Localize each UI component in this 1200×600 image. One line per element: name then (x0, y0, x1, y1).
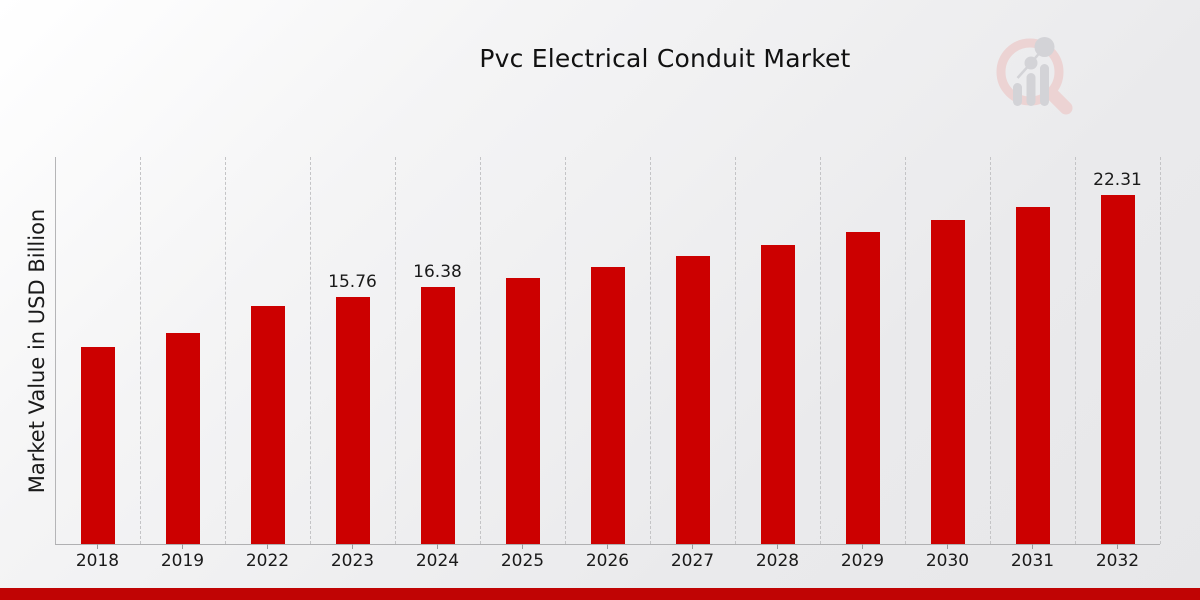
x-tick-label-2018: 2018 (75, 551, 120, 571)
chart-title: Pvc Electrical Conduit Market (479, 44, 851, 73)
gridline (650, 157, 651, 544)
x-tick-label-2025: 2025 (500, 551, 545, 571)
gridline (565, 157, 566, 544)
x-axis-tick (351, 544, 354, 549)
x-tick-label-2026: 2026 (585, 551, 630, 571)
bar-2023 (335, 297, 370, 544)
bar-2032 (1100, 194, 1135, 544)
gridline (140, 157, 141, 544)
gridline (1075, 157, 1076, 544)
plot-area: 2018 2019 2022 15.76 2023 16.38 2024 2025 2026 20… (55, 155, 1161, 571)
x-axis-tick (266, 544, 269, 549)
x-tick-label-2031: 2031 (1010, 551, 1055, 571)
x-axis-tick (606, 544, 609, 549)
x-axis-tick (861, 544, 864, 549)
bar-value-label-2023: 15.76 (328, 272, 377, 293)
bar-2029 (845, 232, 880, 544)
bar-2018 (80, 346, 115, 544)
bar-2019 (165, 332, 200, 544)
gridline (1160, 157, 1161, 544)
x-tick-label-2027: 2027 (670, 551, 715, 571)
magnifier-bar-chart-logo-icon (996, 37, 1073, 115)
bar-2026 (590, 266, 625, 544)
x-axis-tick (1116, 544, 1119, 549)
x-tick-label-2022: 2022 (245, 551, 290, 571)
bar-2024 (420, 287, 455, 544)
bar-2025 (505, 277, 540, 544)
gridline (905, 157, 906, 544)
y-axis-label: Market Value in USD Billion (25, 208, 49, 494)
x-axis-tick (776, 544, 779, 549)
footer-accent-strip (0, 588, 1200, 600)
x-axis-tick (521, 544, 524, 549)
x-axis-tick (691, 544, 694, 549)
x-axis-tick (1031, 544, 1034, 549)
bar-2027 (675, 255, 710, 544)
bar-2031 (1015, 207, 1050, 544)
x-tick-label-2019: 2019 (160, 551, 205, 571)
bar-2022 (250, 305, 285, 544)
x-axis-tick (181, 544, 184, 549)
gridline (225, 157, 226, 544)
gridline (990, 157, 991, 544)
gridline (395, 157, 396, 544)
gridline (820, 157, 821, 544)
x-axis-tick (436, 544, 439, 549)
bar-value-label-2032: 22.31 (1093, 169, 1142, 190)
x-tick-label-2032: 2032 (1095, 551, 1140, 571)
x-tick-label-2029: 2029 (840, 551, 885, 571)
bar-value-label-2024: 16.38 (413, 262, 462, 283)
gridline (310, 157, 311, 544)
x-axis-tick (96, 544, 99, 549)
x-axis-tick (946, 544, 949, 549)
y-axis-spine (55, 157, 56, 544)
x-tick-label-2028: 2028 (755, 551, 800, 571)
gridline (480, 157, 481, 544)
gridline (735, 157, 736, 544)
x-tick-label-2030: 2030 (925, 551, 970, 571)
bar-2030 (930, 219, 965, 544)
x-tick-label-2023: 2023 (330, 551, 375, 571)
bar-2028 (760, 244, 795, 544)
x-tick-label-2024: 2024 (415, 551, 460, 571)
